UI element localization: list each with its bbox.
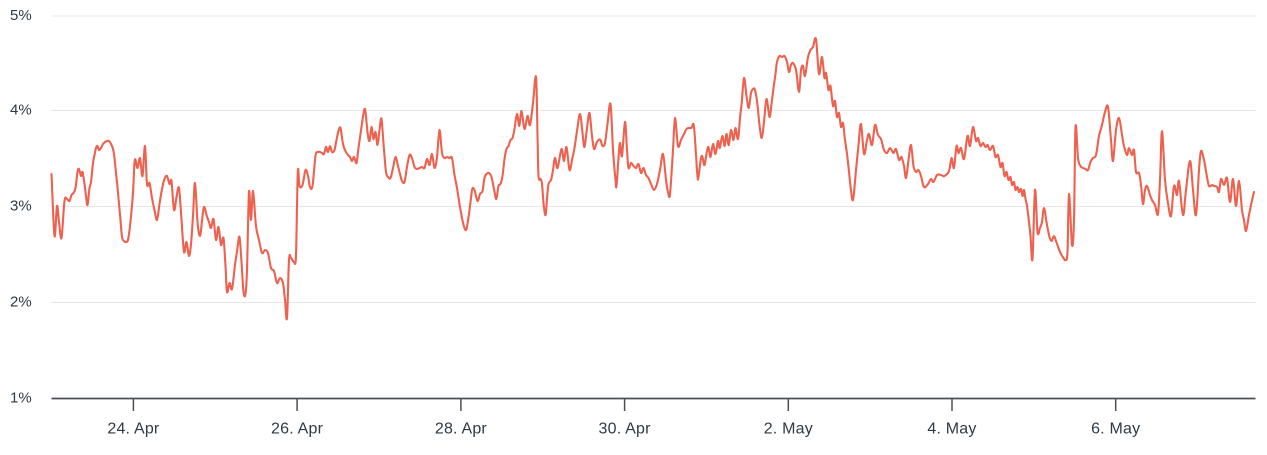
svg-text:6. May: 6. May xyxy=(1091,421,1140,438)
svg-text:1%: 1% xyxy=(10,389,32,406)
svg-text:28. Apr: 28. Apr xyxy=(435,421,488,438)
svg-text:30. Apr: 30. Apr xyxy=(599,421,652,438)
svg-text:2%: 2% xyxy=(10,293,32,310)
svg-text:4. May: 4. May xyxy=(927,421,976,438)
svg-text:2. May: 2. May xyxy=(764,421,813,438)
svg-text:5%: 5% xyxy=(10,7,32,24)
svg-text:26. Apr: 26. Apr xyxy=(271,421,324,438)
svg-text:4%: 4% xyxy=(10,101,32,118)
svg-text:3%: 3% xyxy=(10,197,32,214)
svg-text:24. Apr: 24. Apr xyxy=(107,421,160,438)
